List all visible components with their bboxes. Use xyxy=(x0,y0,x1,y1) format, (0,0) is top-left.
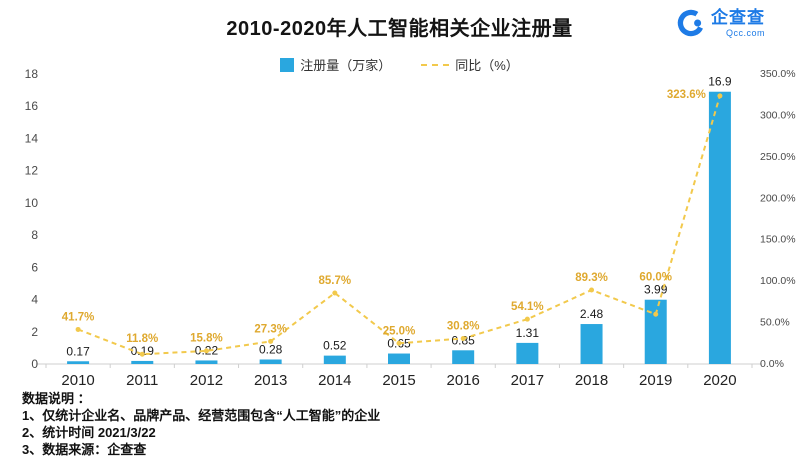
yoy-point-2020 xyxy=(717,93,723,99)
right-axis-tick-label: 350.0% xyxy=(760,68,796,80)
x-axis-label-2012: 2012 xyxy=(190,372,223,389)
yoy-point-2011 xyxy=(139,351,145,357)
right-axis-tick-label: 0.0% xyxy=(760,358,784,370)
bar-2012 xyxy=(195,360,218,364)
bar-2018 xyxy=(580,324,603,364)
x-axis-label-2010: 2010 xyxy=(61,372,94,389)
yoy-value-label-2010: 41.7% xyxy=(62,311,95,323)
yoy-point-2018 xyxy=(589,287,595,293)
bar-value-label-2010: 0.17 xyxy=(66,344,90,358)
x-axis-label-2013: 2013 xyxy=(254,372,287,389)
yoy-value-label-2012: 15.8% xyxy=(190,332,223,344)
bar-2020 xyxy=(708,91,731,364)
bar-2013 xyxy=(259,359,282,364)
bar-2017 xyxy=(516,342,539,364)
qcc-logo-name: 企查查 xyxy=(711,7,765,27)
note-line-1: 1、仅统计企业名、品牌产品、经营范围包含“人工智能”的企业 xyxy=(22,408,381,423)
left-axis-tick-label: 4 xyxy=(31,293,38,307)
yoy-line xyxy=(77,95,721,356)
right-axis-tick-label: 50.0% xyxy=(760,317,790,329)
bar-2016 xyxy=(452,350,475,364)
yoy-point-2015 xyxy=(396,340,402,346)
yoy-point-2014 xyxy=(332,290,338,296)
legend-label-registrations: 注册量（万家） xyxy=(300,58,392,73)
qcc-logo-domain: Qcc.com xyxy=(725,27,765,38)
legend-item-yoy: 同比（%） xyxy=(421,55,519,74)
left-axis-tick-label: 0 xyxy=(31,357,38,371)
bar-2015 xyxy=(388,353,410,364)
yoy-point-2019 xyxy=(653,311,659,317)
yoy-value-label-2014: 85.7% xyxy=(319,275,352,287)
right-axis-tick-label: 250.0% xyxy=(760,151,796,163)
left-axis-tick-label: 18 xyxy=(25,67,39,81)
chart-title: 2010-2020年人工智能相关企业注册量 xyxy=(226,18,573,40)
data-notes: 数据说明 ： 1、仅统计企业名、品牌产品、经营范围包含“人工智能”的企业 2、统… xyxy=(22,390,380,458)
yoy-point-2017 xyxy=(524,316,530,322)
left-axis-tick-label: 10 xyxy=(25,196,39,210)
x-axis-label-2020: 2020 xyxy=(703,372,736,389)
qcc-logo: 企查查 Qcc.com xyxy=(676,8,765,38)
bar-value-label-2020: 16.9 xyxy=(708,75,732,89)
yoy-value-label-2020: 323.6% xyxy=(667,89,706,101)
yoy-point-2016 xyxy=(460,335,466,341)
yoy-value-label-2019: 60.0% xyxy=(639,272,672,284)
right-axis-tick-label: 100.0% xyxy=(760,275,796,287)
x-axis-label-2014: 2014 xyxy=(318,372,351,389)
yoy-point-2012 xyxy=(203,348,209,354)
left-axis-tick-label: 16 xyxy=(25,99,39,113)
x-axis-label-2016: 2016 xyxy=(446,372,479,389)
note-line-3: 3、数据来源：企查查 xyxy=(22,442,147,457)
bar-value-label-2018: 2.48 xyxy=(580,307,604,321)
right-axis-tick-label: 300.0% xyxy=(760,109,796,121)
yoy-point-2010 xyxy=(75,326,81,332)
bar-2014 xyxy=(323,355,346,364)
yoy-point-2013 xyxy=(268,338,274,344)
note-line-2: 2、统计时间 2021/3/22 xyxy=(22,425,156,440)
notes-heading: 数据说明 ： xyxy=(22,391,91,406)
bar-swatch-icon xyxy=(280,57,295,72)
left-axis-tick-label: 2 xyxy=(31,325,38,339)
legend-item-registrations: 注册量（万家） xyxy=(280,55,391,74)
yoy-value-label-2013: 27.3% xyxy=(254,323,287,335)
dashed-line-swatch-icon xyxy=(421,63,450,66)
left-axis-tick-label: 6 xyxy=(31,260,38,274)
bar-value-label-2017: 1.31 xyxy=(516,326,540,340)
left-axis-tick-label: 12 xyxy=(25,164,39,178)
qcc-logo-icon xyxy=(677,9,705,37)
yoy-value-label-2017: 54.1% xyxy=(511,301,544,313)
right-axis-tick-label: 150.0% xyxy=(760,234,796,246)
bar-2010 xyxy=(67,361,90,364)
x-axis-label-2018: 2018 xyxy=(575,372,608,389)
legend: 注册量（万家） 同比（%） xyxy=(0,55,799,74)
left-axis-tick-label: 8 xyxy=(31,228,38,242)
bar-2011 xyxy=(131,360,154,364)
yoy-value-label-2016: 30.8% xyxy=(447,320,480,332)
bar-value-label-2014: 0.52 xyxy=(323,339,347,353)
yoy-value-label-2015: 25.0% xyxy=(383,325,416,337)
legend-label-yoy: 同比（%） xyxy=(455,58,519,73)
x-axis-label-2015: 2015 xyxy=(382,372,415,389)
bar-2019 xyxy=(644,299,667,364)
qcc-logo-text: 企查查 Qcc.com xyxy=(711,7,765,38)
yoy-value-label-2011: 11.8% xyxy=(126,333,158,345)
yoy-value-label-2018: 89.3% xyxy=(575,272,608,284)
x-axis-label-2017: 2017 xyxy=(511,372,544,389)
x-axis-label-2011: 2011 xyxy=(126,372,158,389)
x-axis-label-2019: 2019 xyxy=(639,372,672,389)
left-axis-tick-label: 14 xyxy=(25,131,39,145)
right-axis-tick-label: 200.0% xyxy=(760,192,796,204)
bar-value-label-2013: 0.28 xyxy=(259,342,283,356)
